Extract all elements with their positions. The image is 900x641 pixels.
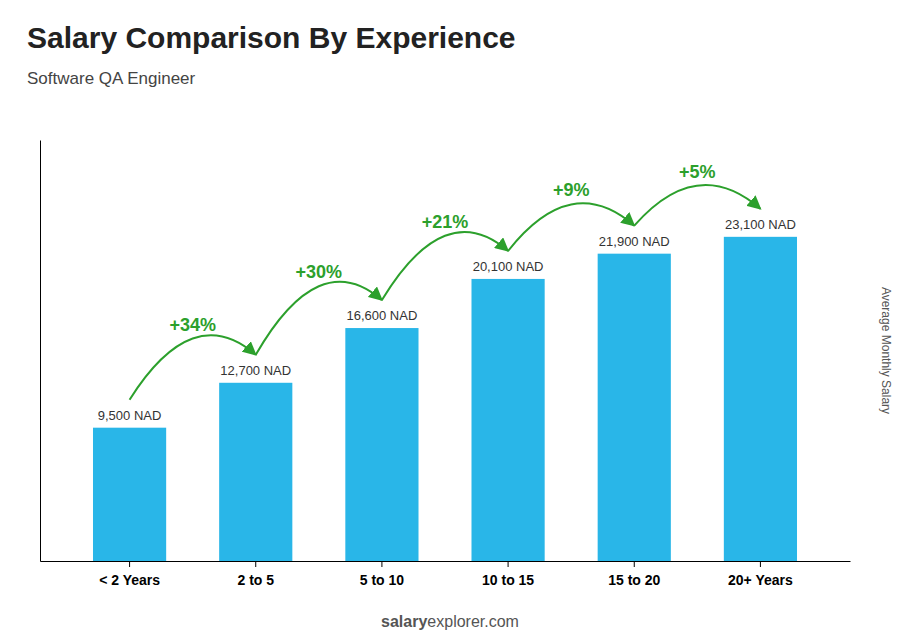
- chart: Salary Comparison By Experience Software …: [0, 0, 900, 641]
- x-tick: < 2 Years: [99, 561, 160, 588]
- bar: [93, 428, 166, 561]
- data-label: 23,100 NAD: [725, 217, 796, 232]
- change-label: +9%: [553, 180, 590, 200]
- data-labels: 9,500 NAD 12,700 NAD 16,600 NAD 20,100 NAD 2…: [98, 217, 796, 423]
- subtitle: Software QA Engineer: [27, 69, 196, 88]
- x-tick-label: 20+ Years: [728, 572, 793, 588]
- bars: [93, 237, 797, 561]
- x-tick-label: 15 to 20: [608, 572, 660, 588]
- change-arrow: [508, 203, 634, 251]
- watermark-part: salary: [381, 613, 427, 630]
- change-arrow: [256, 282, 382, 355]
- change-arrow: [130, 335, 256, 399]
- data-label: 20,100 NAD: [473, 259, 544, 274]
- x-tick-mark: [129, 561, 130, 567]
- data-label: 9,500 NAD: [98, 408, 162, 423]
- bar: [345, 328, 418, 561]
- x-tick-label: 10 to 15: [482, 572, 534, 588]
- x-tick-label: < 2 Years: [99, 572, 160, 588]
- data-label: 21,900 NAD: [599, 234, 670, 249]
- bar: [471, 279, 544, 561]
- bar: [724, 237, 797, 561]
- change-label: +21%: [422, 212, 469, 232]
- x-tick-mark: [381, 561, 382, 567]
- bar: [219, 383, 292, 561]
- change-arrow: [634, 185, 760, 226]
- x-tick: 2 to 5: [237, 561, 274, 588]
- change-label: +5%: [679, 162, 716, 182]
- plot: < 2 Years 2 to 5 5 to 10 10 to 15 15 to 20 20…: [41, 141, 851, 589]
- x-tick-mark: [760, 561, 761, 567]
- data-label: 12,700 NAD: [220, 363, 291, 378]
- x-tick: 15 to 20: [608, 561, 660, 588]
- data-label: 16,600 NAD: [347, 308, 418, 323]
- change-arrow: [382, 232, 508, 300]
- y-axis-title: Average Monthly Salary: [879, 287, 893, 414]
- x-tick-mark: [508, 561, 509, 567]
- x-tick: 10 to 15: [482, 561, 534, 588]
- x-tick-mark: [634, 561, 635, 567]
- change-label: +30%: [296, 262, 343, 282]
- x-tick: 5 to 10: [360, 561, 405, 588]
- x-tick-mark: [255, 561, 256, 567]
- x-axis: < 2 Years 2 to 5 5 to 10 10 to 15 15 to 20 20…: [41, 561, 851, 588]
- y-axis: [40, 141, 41, 562]
- x-tick-label: 2 to 5: [237, 572, 274, 588]
- change-label: +34%: [169, 315, 216, 335]
- x-tick: 20+ Years: [728, 561, 793, 588]
- y-axis-line: [40, 141, 41, 562]
- change-annotations: +34% +30% +21% +9% +5%: [130, 162, 761, 400]
- bar: [598, 254, 671, 561]
- title: Salary Comparison By Experience: [27, 21, 516, 54]
- watermark: salaryexplorer.com: [381, 613, 519, 630]
- watermark-part: explorer.com: [427, 613, 519, 630]
- x-tick-label: 5 to 10: [360, 572, 405, 588]
- x-axis-line: [41, 561, 851, 562]
